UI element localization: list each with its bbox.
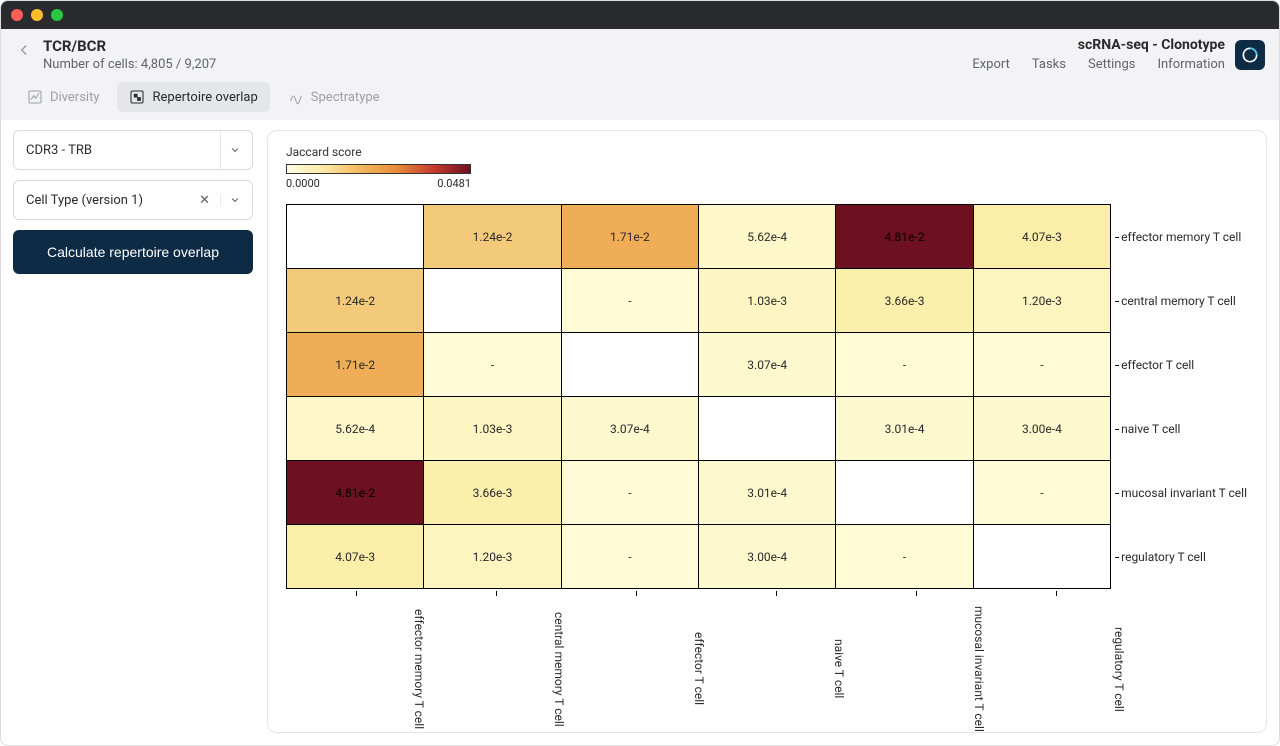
- heatmap-row-label: effector memory T cell: [1111, 205, 1248, 269]
- heatmap-cell: [424, 269, 561, 333]
- heatmap-cell: -: [424, 333, 561, 397]
- heatmap-row-label: effector T cell: [1111, 333, 1248, 397]
- heatmap-cell: -: [561, 269, 698, 333]
- heatmap-cell: 3.01e-4: [699, 461, 836, 525]
- heatmap-col-label: naive T cell: [706, 589, 846, 733]
- heatmap-cell: [699, 397, 836, 461]
- heatmap-cell: 4.81e-2: [836, 205, 973, 269]
- select-value: CDR3 - TRB: [26, 143, 92, 158]
- page-title: TCR/BCR: [43, 37, 216, 55]
- app-logo-icon: [1235, 40, 1265, 70]
- heatmap-cell: -: [836, 525, 973, 589]
- heatmap-cell: [287, 205, 424, 269]
- heatmap-col-label: regulatory T cell: [986, 589, 1126, 733]
- diversity-icon: [27, 89, 43, 105]
- heatmap-cell: 3.01e-4: [836, 397, 973, 461]
- nav-export[interactable]: Export: [972, 57, 1010, 72]
- grouping-select[interactable]: Cell Type (version 1) ✕: [13, 180, 253, 220]
- tab-spectratype[interactable]: Spectratype: [276, 82, 392, 112]
- heatmap-cell: 1.24e-2: [424, 205, 561, 269]
- heatmap-cell: -: [561, 461, 698, 525]
- heatmap-cell: [561, 333, 698, 397]
- heatmap-cell: 1.03e-3: [699, 269, 836, 333]
- clear-selection-icon[interactable]: ✕: [193, 193, 216, 208]
- heatmap-row-label: central memory T cell: [1111, 269, 1248, 333]
- heatmap-col-labels: effector memory T cellcentral memory T c…: [286, 589, 1248, 733]
- spectratype-icon: [288, 89, 304, 105]
- heatmap-cell: 3.07e-4: [561, 397, 698, 461]
- heatmap-cell: -: [836, 333, 973, 397]
- tab-repertoire-overlap[interactable]: Repertoire overlap: [117, 82, 269, 112]
- legend-title: Jaccard score: [286, 145, 1248, 159]
- legend-min: 0.0000: [286, 177, 320, 190]
- tab-label: Repertoire overlap: [152, 90, 257, 105]
- heatmap-cell: 3.66e-3: [424, 461, 561, 525]
- heatmap-cell: -: [973, 333, 1110, 397]
- app-window: TCR/BCR Number of cells: 4,805 / 9,207 s…: [0, 0, 1280, 746]
- select-value: Cell Type (version 1): [26, 193, 143, 208]
- heatmap-cell: 5.62e-4: [287, 397, 424, 461]
- nav-settings[interactable]: Settings: [1088, 57, 1135, 72]
- nav-tasks[interactable]: Tasks: [1032, 57, 1066, 72]
- heatmap-cell: -: [973, 461, 1110, 525]
- window-maximize-icon[interactable]: [51, 9, 63, 21]
- heatmap-cell: 4.81e-2: [287, 461, 424, 525]
- heatmap-cell: [973, 525, 1110, 589]
- header: TCR/BCR Number of cells: 4,805 / 9,207 s…: [1, 29, 1279, 120]
- chain-select[interactable]: CDR3 - TRB: [13, 130, 253, 170]
- legend-max: 0.0481: [437, 177, 471, 190]
- heatmap-cell: 1.24e-2: [287, 269, 424, 333]
- heatmap-row-label: mucosal invariant T cell: [1111, 461, 1248, 525]
- breadcrumb: scRNA-seq - Clonotype: [972, 37, 1225, 53]
- heatmap-table: 1.24e-21.71e-25.62e-44.81e-24.07e-3effec…: [286, 204, 1248, 589]
- heatmap-col-label: mucosal invariant T cell: [846, 589, 986, 733]
- cell-count-subtitle: Number of cells: 4,805 / 9,207: [43, 57, 216, 72]
- heatmap-row-label: regulatory T cell: [1111, 525, 1248, 589]
- tab-label: Spectratype: [311, 90, 380, 105]
- heatmap-cell: 1.20e-3: [424, 525, 561, 589]
- tab-diversity[interactable]: Diversity: [15, 82, 111, 112]
- window-minimize-icon[interactable]: [31, 9, 43, 21]
- heatmap-cell: 4.07e-3: [973, 205, 1110, 269]
- heatmap-cell: 1.71e-2: [561, 205, 698, 269]
- analysis-tabs: Diversity Repertoire overlap Spectratype: [15, 72, 1265, 120]
- main-panel: Jaccard score 0.0000 0.0481 1.24e-21.71e…: [267, 130, 1267, 733]
- heatmap-col-label: central memory T cell: [426, 589, 566, 733]
- window-close-icon[interactable]: [11, 9, 23, 21]
- heatmap-cell: 1.71e-2: [287, 333, 424, 397]
- heatmap-cell: 3.00e-4: [699, 525, 836, 589]
- calculate-button[interactable]: Calculate repertoire overlap: [13, 230, 253, 274]
- heatmap-cell: 4.07e-3: [287, 525, 424, 589]
- heatmap-cell: 1.03e-3: [424, 397, 561, 461]
- heatmap-cell: 3.66e-3: [836, 269, 973, 333]
- legend-gradient: [286, 164, 471, 174]
- chevron-down-icon: [220, 194, 248, 206]
- overlap-icon: [129, 89, 145, 105]
- heatmap-cell: 3.07e-4: [699, 333, 836, 397]
- heatmap-cell: 3.00e-4: [973, 397, 1110, 461]
- sidebar: CDR3 - TRB Cell Type (version 1) ✕ Calcu…: [13, 130, 253, 733]
- nav-information[interactable]: Information: [1157, 57, 1225, 72]
- heatmap-col-label: effector memory T cell: [286, 589, 426, 733]
- heatmap-col-label: effector T cell: [566, 589, 706, 733]
- tab-label: Diversity: [50, 90, 99, 105]
- legend: Jaccard score 0.0000 0.0481: [286, 145, 1248, 190]
- heatmap-cell: [836, 461, 973, 525]
- chevron-down-icon: [220, 131, 248, 169]
- heatmap-cell: -: [561, 525, 698, 589]
- heatmap-cell: 1.20e-3: [973, 269, 1110, 333]
- heatmap-cell: 5.62e-4: [699, 205, 836, 269]
- top-nav: Export Tasks Settings Information: [972, 57, 1225, 72]
- back-arrow-icon[interactable]: [15, 41, 33, 59]
- heatmap-row-label: naive T cell: [1111, 397, 1248, 461]
- titlebar: [1, 1, 1279, 29]
